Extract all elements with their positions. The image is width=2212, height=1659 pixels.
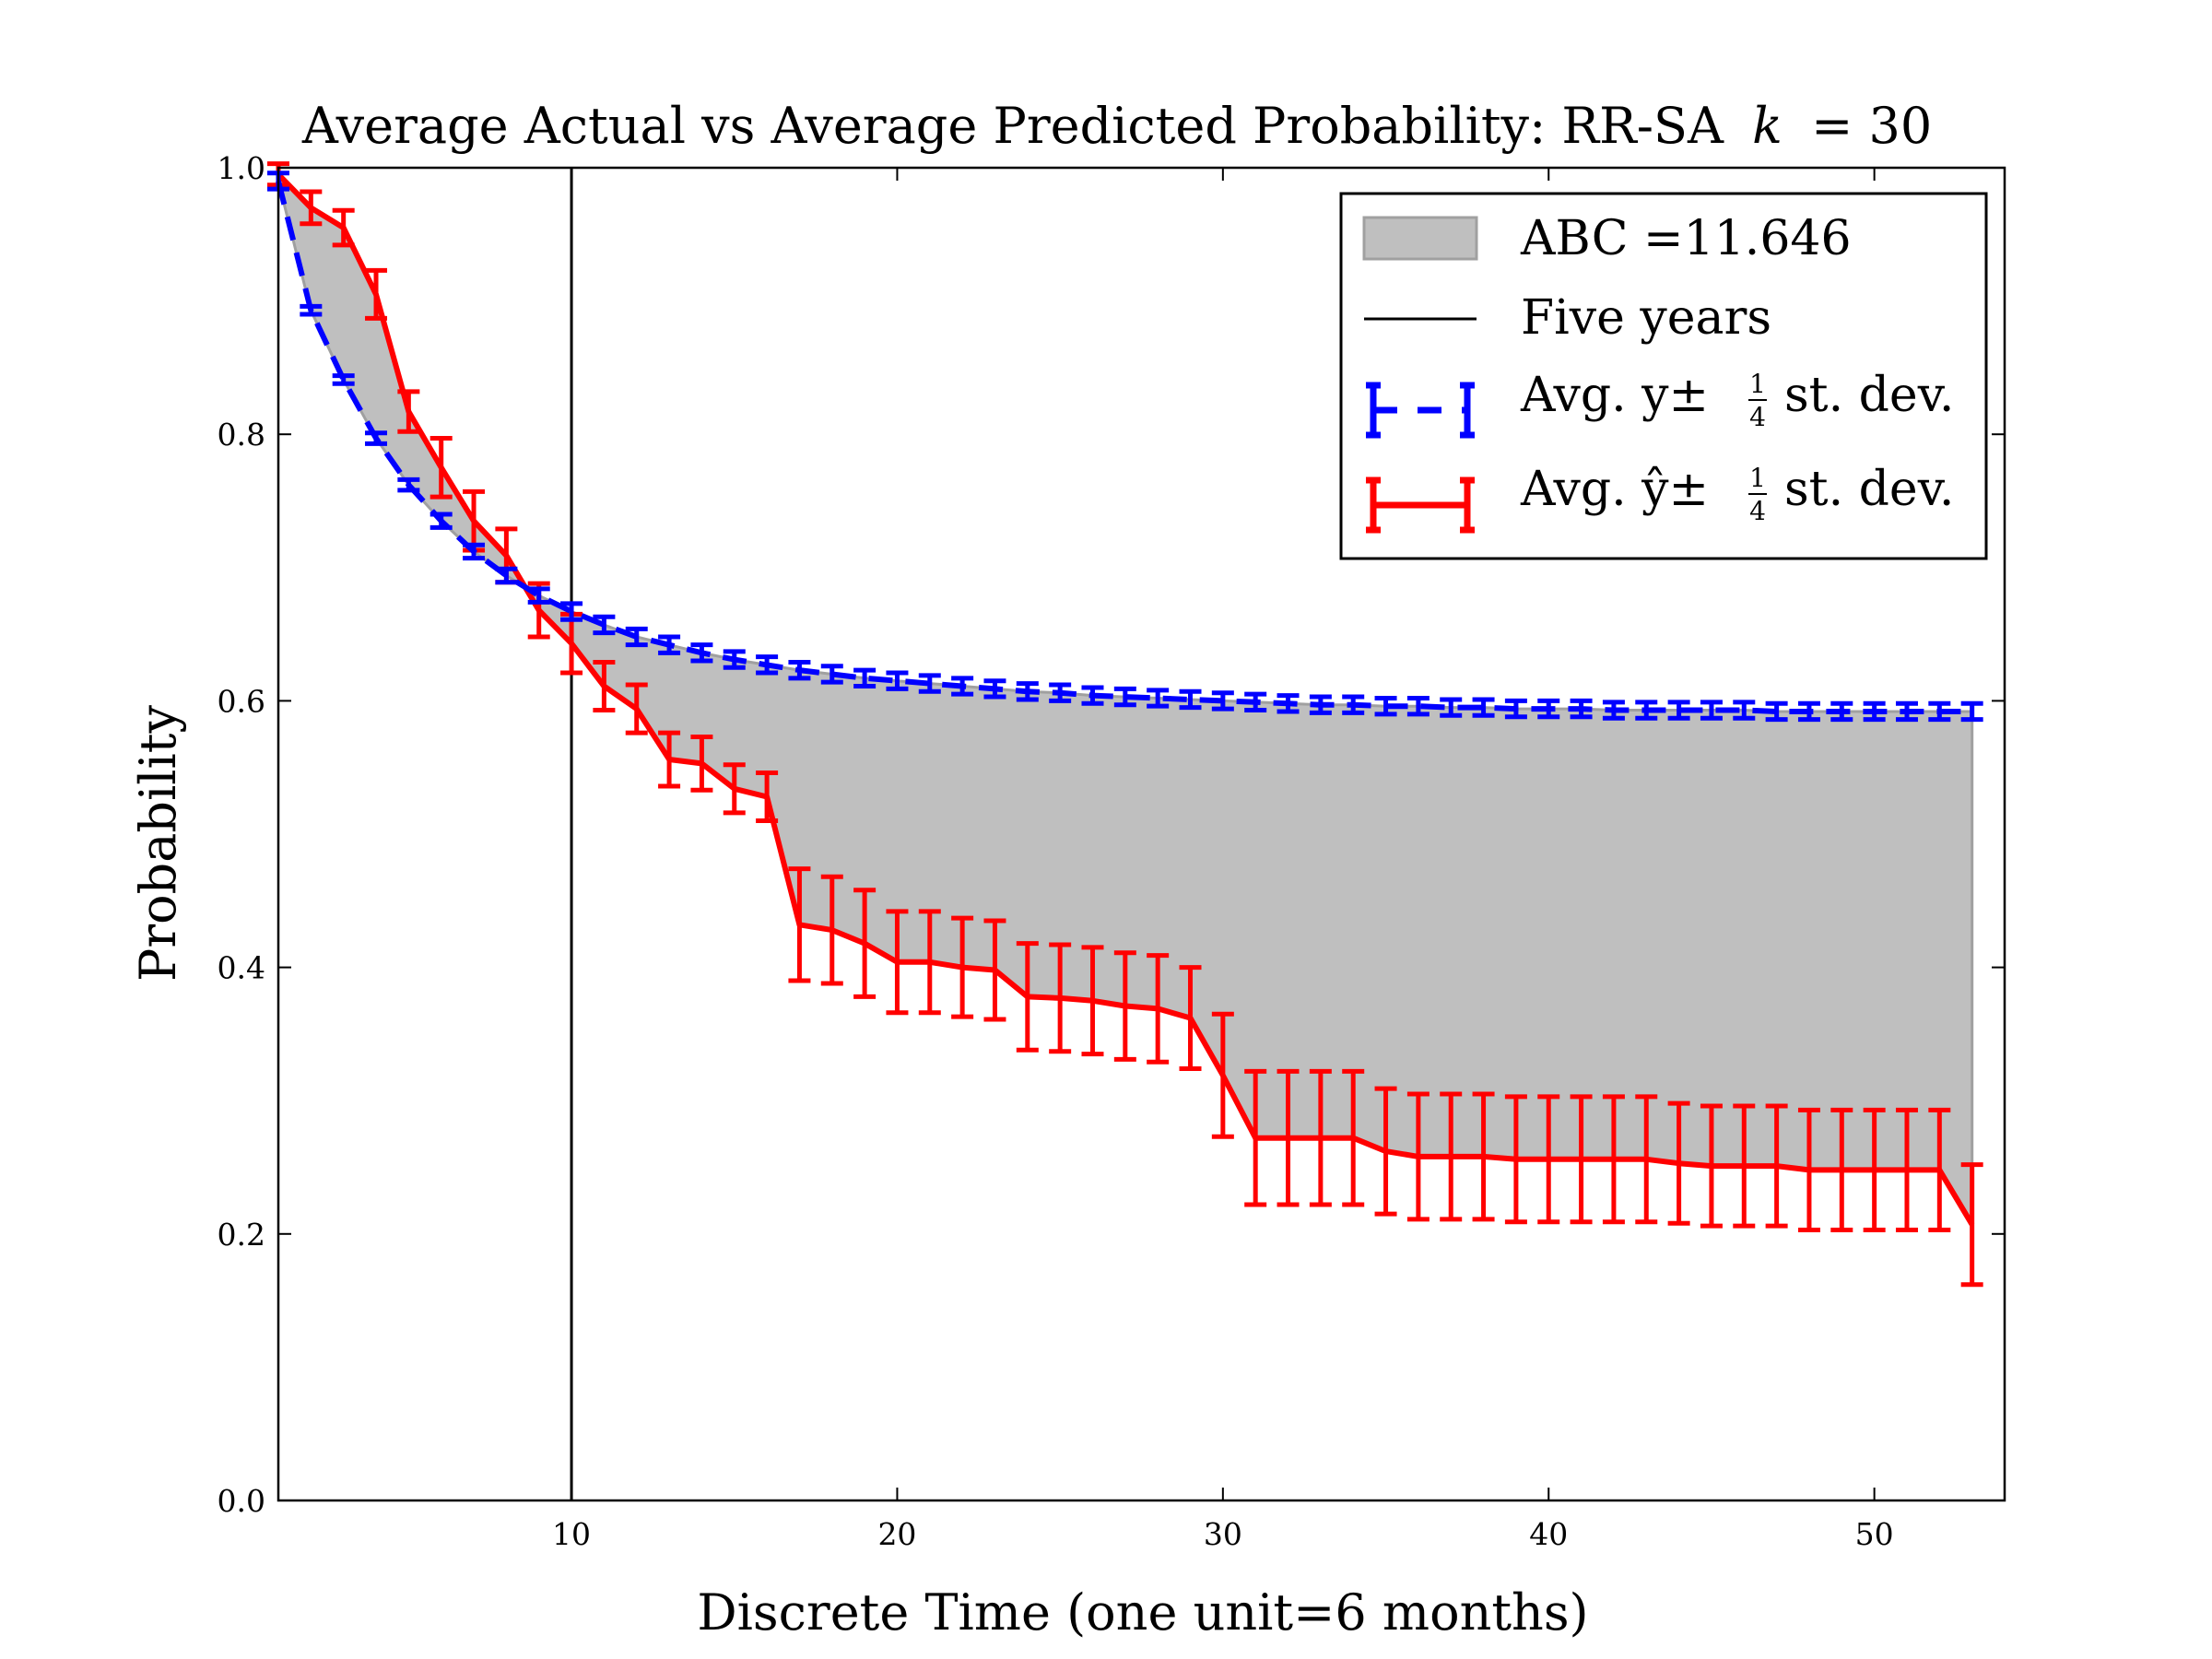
y-tick-label-0.0: 0.0 — [218, 1483, 265, 1519]
chart-title-var: k — [1752, 97, 1783, 155]
error-bar-actual-47 — [1765, 700, 1788, 723]
error-bar-actual-36 — [1406, 696, 1430, 717]
error-bar-actual-27 — [1113, 686, 1136, 708]
x-axis-label: Discrete Time (one unit=6 months) — [697, 1583, 1588, 1641]
legend-predicted-frac-den: 4 — [1749, 496, 1766, 526]
legend-actual-frac-num: 1 — [1749, 369, 1766, 399]
error-bar-actual-10 — [560, 601, 583, 622]
y-tick-label-0.2: 0.2 — [218, 1217, 265, 1253]
legend-predicted-marker — [1366, 477, 1475, 534]
ticks-layer: 10 20 30 40 50 0.0 0.2 0.4 0.6 0.8 1.0 — [218, 150, 2005, 1552]
y-axis-label: Probability — [129, 705, 187, 982]
legend-predicted-suffix: st. dev. — [1784, 462, 1954, 517]
chart-title-text: Average Actual vs Average Predicted Prob… — [301, 97, 1724, 155]
error-bar-actual-53 — [1960, 700, 1983, 723]
x-tick-label-30: 30 — [1204, 1516, 1242, 1552]
y-tick-label-0.8: 0.8 — [218, 417, 265, 453]
error-bar-actual-45 — [1700, 700, 1723, 721]
series-actual — [267, 171, 1983, 723]
error-bar-actual-11 — [593, 614, 616, 636]
chart-title-eq: = 30 — [1811, 97, 1932, 155]
y-tick-label-0.4: 0.4 — [218, 950, 265, 986]
y-tick-label-0.6: 0.6 — [218, 683, 265, 719]
legend-predicted-frac-num: 1 — [1749, 463, 1766, 493]
error-bar-actual-38 — [1472, 697, 1495, 718]
x-tick-label-20: 20 — [877, 1516, 916, 1552]
legend-actual-marker — [1366, 382, 1475, 439]
legend-actual-frac-den: 4 — [1749, 402, 1766, 432]
y-tick-label-1.0: 1.0 — [218, 150, 265, 186]
series-predicted-line — [276, 172, 1975, 1227]
series-actual-line — [276, 180, 1972, 714]
legend-five-years-label: Five years — [1521, 290, 1771, 346]
axes-frame — [276, 166, 2006, 1502]
plot-frame — [276, 166, 2006, 1502]
legend-abc-label: ABC =11.646 — [1520, 211, 1852, 266]
error-bar-actual-19 — [853, 667, 877, 688]
legend-actual-label: Avg. y± — [1520, 368, 1709, 423]
error-bar-actual-21 — [918, 673, 941, 694]
x-tick-label-50: 50 — [1855, 1516, 1894, 1552]
error-bar-actual-29 — [1179, 688, 1202, 711]
error-bar-actual-28 — [1147, 688, 1170, 709]
chart-title: Average Actual vs Average Predicted Prob… — [301, 97, 1932, 155]
series-predicted — [267, 161, 1983, 1288]
legend-predicted-label: Avg. ŷ± — [1520, 462, 1709, 517]
error-bar-actual-20 — [886, 670, 909, 691]
x-tick-label-40: 40 — [1529, 1516, 1568, 1552]
legend-predicted-prefix: Avg. ŷ± — [1520, 462, 1709, 517]
legend-actual-suffix: st. dev. — [1784, 368, 1954, 423]
legend-abc-swatch — [1362, 216, 1478, 261]
error-bar-actual-46 — [1733, 700, 1756, 721]
legend-actual-prefix: Avg. y± — [1520, 368, 1709, 423]
x-tick-label-10: 10 — [552, 1516, 591, 1552]
error-bar-actual-37 — [1440, 697, 1463, 718]
series-layer — [267, 161, 1983, 1288]
legend: ABC =11.646 Five years Avg. y± 1 4 st. d… — [1339, 192, 1988, 560]
